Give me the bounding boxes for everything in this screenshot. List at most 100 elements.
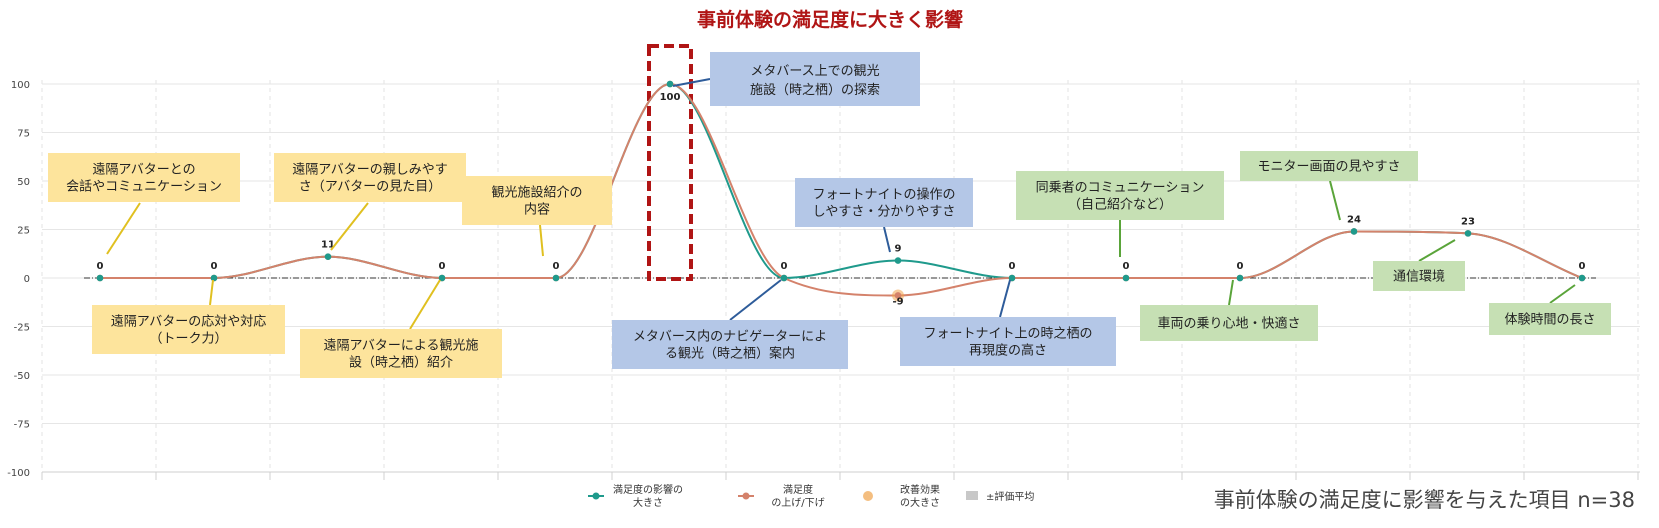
footnote: 事前体験の満足度に影響を与えた項目 n=38 <box>1214 488 1635 512</box>
callout-text: さ（アバターの見た目） <box>299 180 441 195</box>
callout-text: 体験時間の長さ <box>1504 313 1595 328</box>
callout-text: しやすさ・分かりやすさ <box>813 205 956 220</box>
highlight-box <box>647 44 693 281</box>
callout-connector <box>539 224 544 257</box>
data-label: 0 <box>553 261 560 272</box>
y-axis-ticks: 100 75 50 25 0 -25 -50 -75 -100 <box>7 80 30 479</box>
data-label: 0 <box>211 261 218 272</box>
data-labels-layer: 0 0 11 0 0 100 0 9 0 0 0 24 23 0 -9 <box>97 92 1586 307</box>
y-tick-label: -50 <box>14 371 30 382</box>
callout-text: 遠隔アバターによる観光施 <box>323 339 478 354</box>
annotation-callout: 車両の乗り心地・快適さ <box>1140 279 1318 341</box>
data-point <box>1464 230 1472 237</box>
series-line-1 <box>100 82 1583 297</box>
callout-text: 設（時之栖）紹介 <box>349 355 453 371</box>
y-tick-label: 50 <box>17 177 30 188</box>
callout-connector <box>106 202 141 255</box>
callout-text: 施設（時之栖）の探索 <box>750 82 880 98</box>
legend-label: 満足度 <box>783 483 813 496</box>
callout-box <box>92 305 285 354</box>
data-point <box>324 253 332 260</box>
callout-text: 遠隔アバターの親しみやす <box>292 163 447 178</box>
callout-text: フォートナイトの操作の <box>812 187 955 203</box>
data-point <box>1578 274 1586 282</box>
chart-title: 事前体験の満足度に大きく影響 <box>697 8 963 31</box>
callout-box <box>612 320 848 369</box>
callout-text: 遠隔アバターの応対や対応 <box>111 315 266 330</box>
callout-text: 内容 <box>524 202 550 218</box>
data-label: 0 <box>1237 261 1244 272</box>
callout-connector <box>1549 284 1576 304</box>
callout-box <box>1140 305 1318 341</box>
y-tick-label: 75 <box>17 129 30 140</box>
callout-box <box>900 317 1116 366</box>
legend-label: 改善効果 <box>900 483 940 496</box>
callout-connector <box>330 202 369 251</box>
callout-text: る観光（時之栖）案内 <box>665 346 795 362</box>
data-point <box>96 274 104 282</box>
callout-connector <box>209 279 214 306</box>
callout-connector <box>1228 279 1234 306</box>
callout-box <box>274 153 466 202</box>
callout-connector <box>409 279 441 330</box>
callout-text: 会話やコミュニケーション <box>66 179 222 195</box>
annotation-callout: 体験時間の長さ <box>1489 284 1611 335</box>
callout-text: 観光施設紹介の <box>491 185 582 201</box>
y-tick-label: -100 <box>7 468 30 479</box>
data-label: 100 <box>660 92 681 103</box>
callout-text: 同乗者のコミュニケーション <box>1036 181 1205 196</box>
data-point <box>438 274 446 282</box>
callout-text: 遠隔アバターとの <box>92 163 195 178</box>
data-label: 0 <box>1123 261 1130 272</box>
legend-label: ±評価平均 <box>986 490 1034 503</box>
callout-connector <box>1329 180 1341 221</box>
data-point <box>1350 228 1358 235</box>
legend-item: ±評価平均 <box>966 490 1034 503</box>
annotation-callout: モニター画面の見やすさ <box>1240 151 1418 221</box>
data-point <box>894 257 902 264</box>
annotation-callout: 遠隔アバターの応対や対応 （トーク力） <box>92 279 285 354</box>
series-layer <box>100 82 1583 297</box>
data-point <box>666 80 674 88</box>
annotation-callout: 同乗者のコミュニケーション （自己紹介など） <box>1016 171 1224 257</box>
callout-text: （自己紹介など） <box>1068 198 1172 213</box>
legend-marker <box>742 492 750 500</box>
callout-text: 再現度の高さ <box>969 343 1047 359</box>
data-point <box>552 274 560 282</box>
data-point <box>894 292 902 299</box>
annotation-callout: 通信環境 <box>1373 239 1465 291</box>
data-point <box>780 274 788 282</box>
legend-marker <box>592 492 600 500</box>
data-point <box>1008 274 1016 282</box>
data-point <box>1122 274 1130 282</box>
y-tick-label: 100 <box>11 80 30 91</box>
callout-connector <box>672 78 711 87</box>
callout-connector <box>999 279 1011 318</box>
data-label: 0 <box>439 261 446 272</box>
data-label-negative: -9 <box>892 296 903 307</box>
callout-box <box>462 176 612 225</box>
data-label: 0 <box>97 261 104 272</box>
legend-label: の大きさ <box>900 496 940 509</box>
callout-box <box>795 178 973 227</box>
callout-box <box>1240 151 1418 181</box>
callout-connector <box>1418 239 1456 262</box>
y-tick-label: -75 <box>14 420 30 431</box>
callout-box <box>1373 261 1465 291</box>
callout-text: メタバース内のナビゲーターによ <box>633 329 827 345</box>
data-label: 0 <box>1579 261 1586 272</box>
data-label: 9 <box>895 244 902 255</box>
legend-label: 大きさ <box>633 496 663 509</box>
y-tick-label: -25 <box>14 323 30 334</box>
callout-text: フォートナイト上の時之栖の <box>923 327 1092 342</box>
